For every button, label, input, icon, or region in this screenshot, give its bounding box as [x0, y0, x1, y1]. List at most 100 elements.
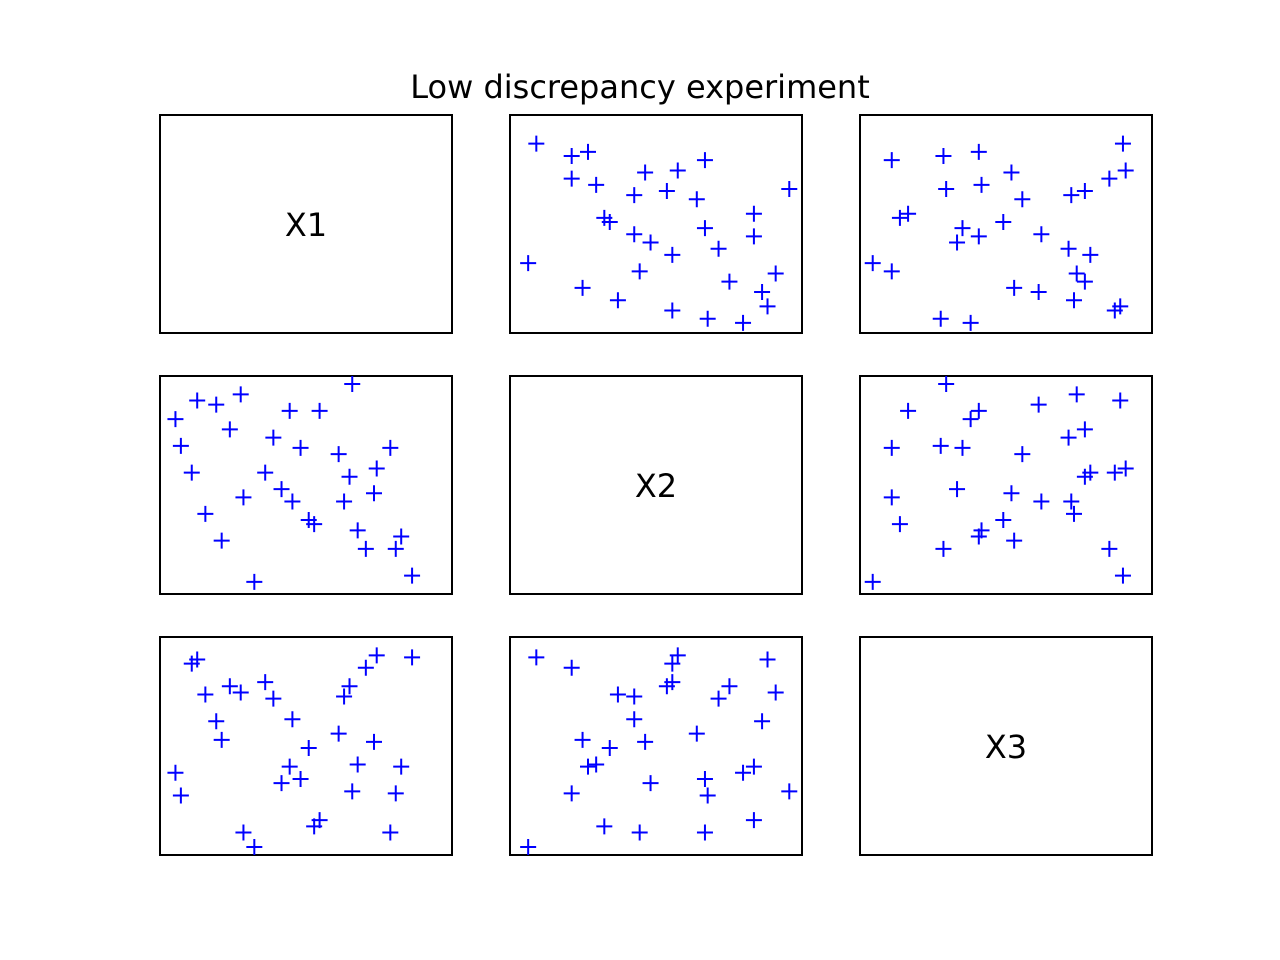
data-point	[970, 228, 987, 245]
data-point	[970, 528, 987, 545]
data-point	[208, 396, 225, 413]
data-point	[281, 402, 298, 419]
data-point	[393, 528, 410, 545]
data-point	[754, 283, 771, 300]
data-point	[1101, 540, 1118, 557]
data-point	[883, 152, 900, 169]
data-point	[330, 446, 347, 463]
data-point	[735, 764, 752, 781]
data-point	[563, 785, 580, 802]
data-point	[528, 649, 545, 666]
data-point	[172, 437, 189, 454]
data-point	[699, 310, 716, 327]
data-point	[292, 439, 309, 456]
panel-frame	[159, 114, 453, 334]
data-point	[336, 688, 353, 705]
data-point	[349, 522, 366, 539]
data-point	[1014, 191, 1031, 208]
data-point	[601, 740, 618, 757]
data-point	[669, 647, 686, 664]
data-point	[626, 711, 643, 728]
data-point	[664, 655, 681, 672]
data-point	[962, 314, 979, 331]
data-point	[1033, 226, 1050, 243]
panel-X3-X2	[509, 636, 803, 856]
data-point	[626, 226, 643, 243]
data-point	[631, 263, 648, 280]
data-point	[366, 733, 382, 750]
data-point	[949, 234, 966, 251]
data-point	[382, 439, 399, 456]
data-point	[932, 437, 949, 454]
data-point	[1066, 505, 1082, 522]
data-point	[366, 485, 382, 502]
data-point	[1076, 421, 1093, 438]
data-point	[246, 573, 263, 590]
data-point	[721, 273, 738, 290]
data-point	[995, 213, 1012, 230]
data-point	[197, 505, 214, 522]
figure-title: Low discrepancy experiment	[410, 68, 870, 106]
data-point	[183, 464, 200, 481]
data-point	[1082, 246, 1099, 263]
data-point	[1068, 265, 1085, 282]
panel-frame	[859, 636, 1153, 856]
data-point	[938, 180, 955, 197]
data-point	[1114, 135, 1131, 152]
data-point	[631, 824, 648, 841]
data-point	[900, 402, 917, 419]
data-point	[883, 489, 900, 506]
data-point	[580, 758, 596, 775]
data-point	[520, 838, 537, 855]
data-point	[221, 678, 238, 695]
data-point	[696, 770, 713, 787]
data-point	[637, 733, 654, 750]
data-point	[596, 209, 613, 226]
panel-X1-X3	[859, 114, 1153, 334]
data-point	[232, 684, 249, 701]
data-point	[1068, 386, 1085, 403]
data-point	[1060, 429, 1077, 446]
data-point	[1063, 493, 1080, 510]
data-point	[781, 180, 798, 197]
data-point	[330, 725, 347, 742]
data-point	[669, 162, 686, 179]
data-point	[699, 787, 716, 804]
data-point	[393, 758, 410, 775]
data-point	[300, 740, 317, 757]
data-point	[1003, 485, 1020, 502]
data-point	[626, 187, 643, 204]
panel-X1-X1: X1	[159, 114, 453, 334]
data-point	[995, 512, 1012, 529]
data-point	[563, 659, 580, 676]
data-point	[588, 756, 605, 773]
data-point	[900, 205, 917, 222]
data-point	[1076, 183, 1093, 200]
data-point	[1106, 302, 1123, 319]
data-point	[1030, 396, 1047, 413]
data-point	[696, 824, 713, 841]
data-point	[344, 376, 361, 393]
data-point	[767, 265, 784, 282]
data-point	[883, 439, 900, 456]
data-point	[891, 516, 908, 533]
data-point	[387, 785, 404, 802]
panel-frame	[159, 636, 453, 856]
data-point	[341, 678, 358, 695]
data-point	[626, 688, 643, 705]
panel-X3-X3: X3	[859, 636, 1153, 856]
data-point	[1117, 162, 1134, 179]
data-point	[1014, 446, 1031, 463]
data-point	[404, 649, 421, 666]
data-point	[973, 176, 990, 193]
data-point	[1006, 279, 1023, 296]
data-point	[688, 725, 705, 742]
data-point	[637, 164, 654, 181]
data-point	[273, 481, 290, 498]
data-point	[1106, 464, 1123, 481]
variable-label: X3	[985, 728, 1027, 766]
data-point	[891, 209, 908, 226]
data-point	[735, 314, 752, 331]
data-point	[563, 170, 580, 187]
